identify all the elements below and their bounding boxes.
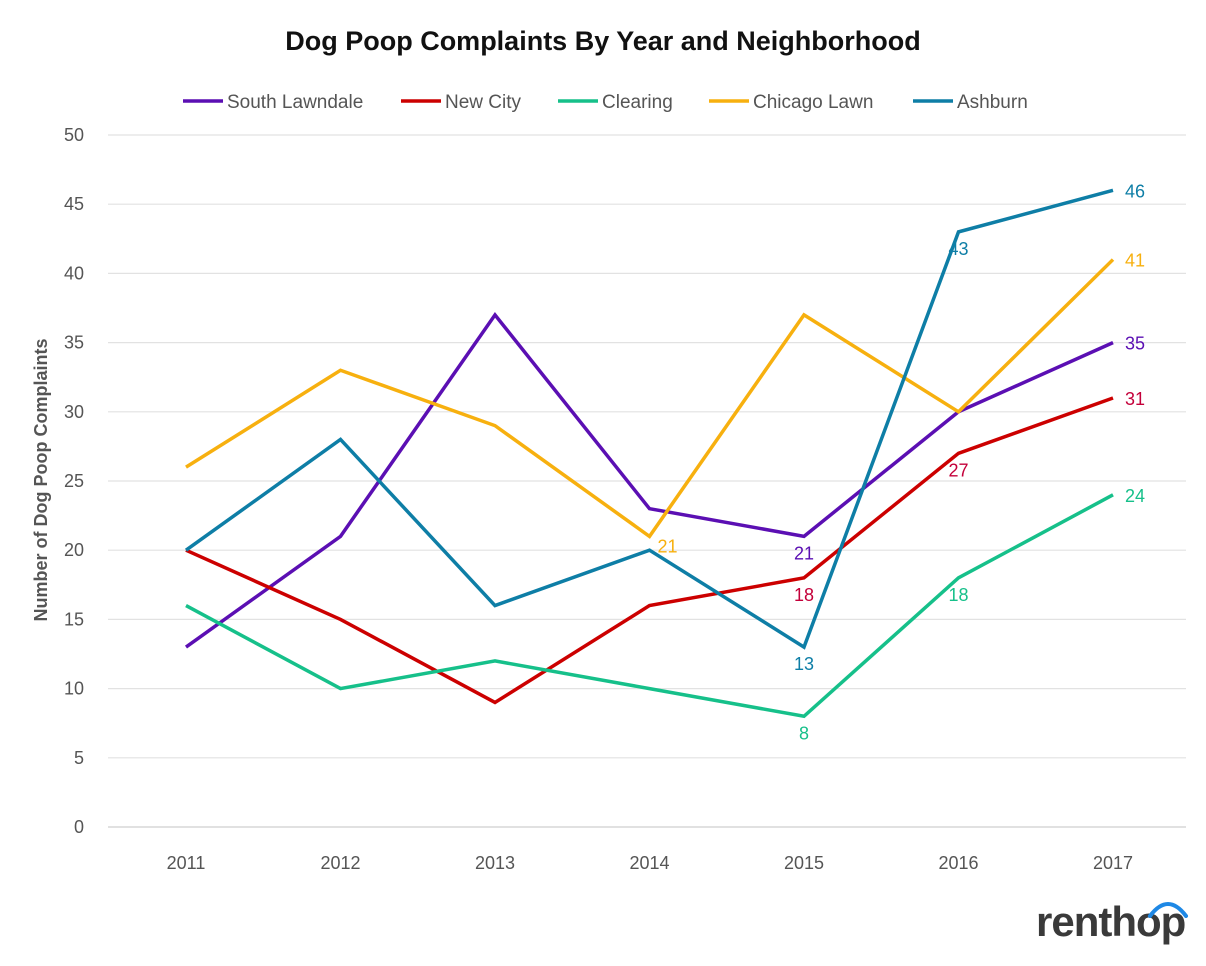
y-axis-ticks: 0 5 10 15 20 25 30 35 40 45 50 (64, 125, 84, 837)
series-line (185, 396, 1114, 705)
data-label: 27 (948, 460, 968, 480)
data-label: 35 (1125, 334, 1145, 354)
x-tick-label: 2015 (784, 853, 824, 873)
series-line (185, 493, 1114, 719)
data-label: 31 (1125, 389, 1145, 409)
series-line (184, 188, 1114, 650)
legend-label: Chicago Lawn (753, 92, 873, 113)
y-tick-label: 20 (64, 540, 84, 560)
data-label: 13 (794, 654, 814, 674)
legend-label: Clearing (602, 92, 673, 113)
logo-arc-icon (1148, 902, 1188, 918)
y-tick-label: 0 (74, 817, 84, 837)
legend-label: South Lawndale (227, 92, 363, 113)
x-tick-label: 2017 (1093, 853, 1133, 873)
legend-item: New City (401, 92, 522, 113)
y-tick-label: 10 (64, 679, 84, 699)
y-tick-label: 40 (64, 263, 84, 283)
x-tick-label: 2014 (629, 853, 669, 873)
legend-label: Ashburn (957, 92, 1028, 113)
data-label: 18 (794, 585, 814, 605)
legend-item: Clearing (558, 92, 673, 113)
x-tick-label: 2013 (475, 853, 515, 873)
y-tick-label: 50 (64, 125, 84, 145)
data-label: 21 (794, 543, 814, 563)
y-tick-label: 35 (64, 333, 84, 353)
x-tick-label: 2011 (167, 853, 206, 873)
y-axis-title: Number of Dog Poop Complaints (31, 339, 51, 622)
series-lines (184, 188, 1115, 719)
x-axis-ticks: 2011 2012 2013 2014 2015 2016 2017 (167, 853, 1133, 873)
y-tick-label: 25 (64, 471, 84, 491)
legend-item: Chicago Lawn (709, 92, 873, 113)
data-label: 8 (799, 723, 809, 743)
x-tick-label: 2016 (938, 853, 978, 873)
y-tick-label: 30 (64, 402, 84, 422)
data-label: 24 (1125, 486, 1145, 506)
y-tick-label: 5 (74, 748, 84, 768)
y-tick-label: 15 (64, 609, 84, 629)
data-label: 41 (1125, 251, 1145, 271)
y-tick-label: 45 (64, 194, 84, 214)
legend-label: New City (445, 92, 522, 113)
legend-item: Ashburn (913, 92, 1028, 113)
data-label: 43 (948, 239, 968, 259)
data-labels: 21 35 18 27 31 8 18 24 21 41 13 43 46 (658, 181, 1146, 743)
series-line (185, 258, 1115, 539)
legend-item: South Lawndale (183, 92, 363, 113)
x-tick-label: 2012 (320, 853, 360, 873)
data-label: 46 (1125, 181, 1145, 201)
legend: South Lawndale New City Clearing Chicago La… (183, 92, 1028, 113)
data-label: 21 (658, 536, 678, 556)
chart-title: Dog Poop Complaints By Year and Neighbor… (285, 26, 921, 56)
gridlines (108, 134, 1186, 828)
data-label: 18 (948, 585, 968, 605)
